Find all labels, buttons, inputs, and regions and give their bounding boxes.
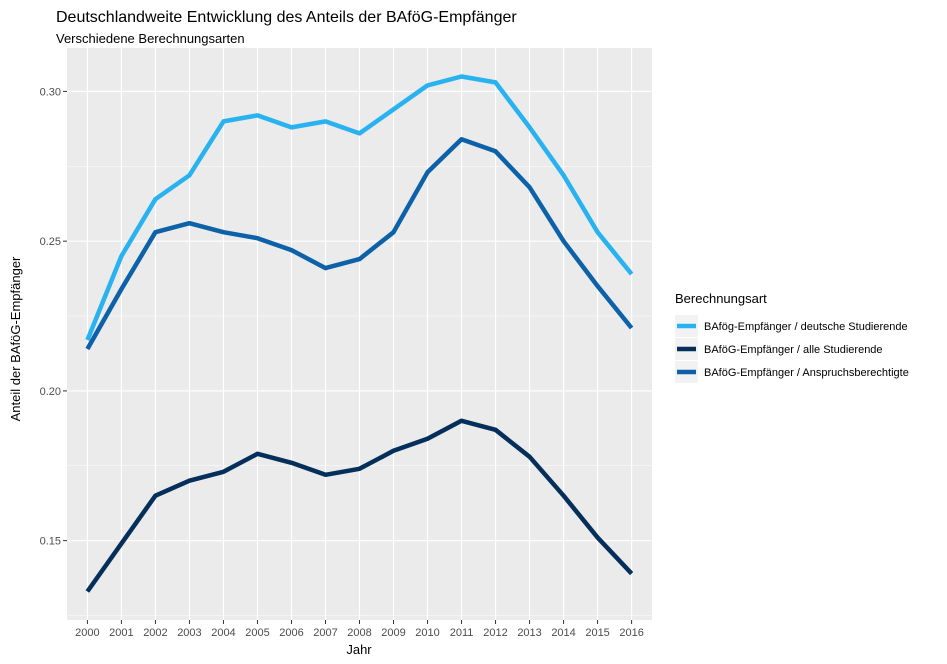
x-tick-label: 2010: [415, 627, 439, 639]
x-tick-label: 2003: [177, 627, 201, 639]
x-tick-label: 2004: [211, 627, 235, 639]
series-lines: [85, 74, 634, 593]
chart-title: Deutschlandweite Entwicklung des Anteils…: [56, 9, 517, 26]
x-tick-label: 2012: [483, 627, 507, 639]
x-tick-label: 2014: [551, 627, 575, 639]
legend-label: BAföG-Empfänger / alle Studierende: [704, 344, 883, 356]
y-tick-label: 0.15: [40, 536, 61, 548]
x-tick-label: 2002: [143, 627, 167, 639]
y-tick-label: 0.20: [40, 386, 61, 398]
x-tick-label: 2007: [313, 627, 337, 639]
series-line-1: [85, 74, 634, 341]
x-tick-label: 2001: [109, 627, 133, 639]
x-tick-label: 2009: [381, 627, 405, 639]
y-tick-label: 0.25: [40, 236, 61, 248]
x-axis-ticks: 2000 2001 2002 2003 2004 2005 2006 2007 2008 2009…: [75, 620, 644, 639]
x-axis-title: Jahr: [346, 642, 372, 657]
x-tick-label: 2016: [619, 627, 643, 639]
y-axis-title: Anteil der BAföG-Empfänger: [8, 256, 23, 421]
x-tick-label: 2005: [245, 627, 269, 639]
x-tick-label: 2013: [517, 627, 541, 639]
x-tick-label: 2008: [347, 627, 371, 639]
x-tick-label: 2000: [75, 627, 99, 639]
x-tick-label: 2006: [279, 627, 303, 639]
x-tick-label: 2015: [585, 627, 609, 639]
legend-title: Berechnungsart: [675, 291, 767, 306]
gridlines: [67, 48, 652, 620]
y-tick-label: 0.30: [40, 86, 61, 98]
x-tick-label: 2011: [450, 627, 474, 639]
legend-label: BAfög-Empfänger / deutsche Studierende: [704, 321, 908, 333]
series-line-3: [85, 137, 634, 351]
series-line-2: [85, 418, 634, 593]
y-axis-ticks: 0.15 0.20 0.25 0.30: [40, 86, 67, 548]
chart-subtitle: Verschiedene Berechnungsarten: [56, 31, 245, 46]
legend: Berechnungsart BAfög-Empfänger / deutsch…: [675, 291, 909, 383]
legend-label: BAföG-Empfänger / Anspruchsberechtigte: [704, 367, 909, 379]
